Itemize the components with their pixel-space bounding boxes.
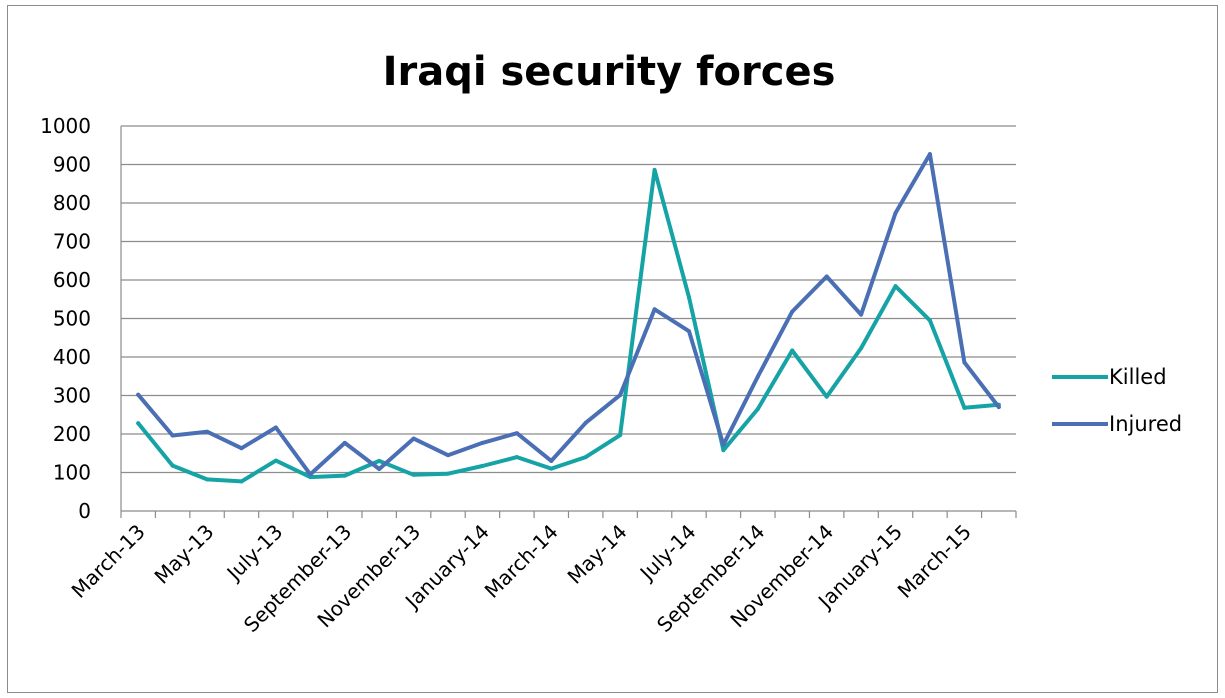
data-point-killed: [342, 473, 347, 478]
data-point-killed: [514, 455, 519, 460]
y-tick-label: 800: [53, 191, 91, 215]
data-point-injured: [686, 329, 691, 334]
x-tick-label: July-14: [634, 520, 701, 587]
data-point-injured: [136, 392, 141, 397]
data-point-killed: [893, 284, 898, 289]
data-point-killed: [446, 471, 451, 476]
x-tick-label: March-13: [67, 520, 150, 603]
data-point-killed: [790, 348, 795, 353]
data-point-killed: [583, 455, 588, 460]
series-line-killed: [136, 167, 1001, 484]
data-point-injured: [480, 440, 485, 445]
data-point-killed: [927, 318, 932, 323]
y-tick-label: 700: [53, 230, 91, 254]
data-point-injured: [377, 467, 382, 472]
data-point-killed: [962, 405, 967, 410]
x-tick-label: March-15: [893, 520, 976, 603]
data-point-injured: [342, 440, 347, 445]
y-tick-label: 600: [53, 268, 91, 292]
data-point-injured: [893, 211, 898, 216]
x-tick-label: May-14: [563, 520, 632, 589]
y-tick-label: 1000: [40, 114, 91, 138]
data-point-killed: [411, 472, 416, 477]
legend-label-injured: Injured: [1109, 412, 1182, 436]
data-point-killed: [618, 433, 623, 438]
y-tick-label: 200: [53, 422, 91, 446]
data-point-injured: [790, 309, 795, 314]
data-point-injured: [824, 274, 829, 279]
data-point-injured: [618, 393, 623, 398]
data-point-killed: [273, 458, 278, 463]
y-tick-label: 400: [53, 345, 91, 369]
y-tick-label: 300: [53, 384, 91, 408]
data-point-injured: [962, 360, 967, 365]
y-tick-label: 0: [78, 499, 91, 523]
data-point-killed: [859, 346, 864, 351]
data-point-injured: [273, 425, 278, 430]
chart-title: Iraqi security forces: [383, 49, 836, 95]
data-point-injured: [721, 442, 726, 447]
data-point-injured: [514, 431, 519, 436]
x-tick-label: May-13: [150, 520, 219, 589]
data-point-injured: [239, 446, 244, 451]
data-point-killed: [824, 394, 829, 399]
y-tick-label: 100: [53, 461, 91, 485]
data-point-killed: [755, 406, 760, 411]
series-line-injured: [136, 152, 1001, 477]
data-point-killed: [652, 167, 657, 172]
data-point-injured: [549, 458, 554, 463]
data-point-killed: [239, 479, 244, 484]
data-point-injured: [927, 152, 932, 157]
legend-label-killed: Killed: [1109, 365, 1167, 389]
data-point-injured: [583, 420, 588, 425]
data-point-killed: [480, 463, 485, 468]
data-point-killed: [205, 477, 210, 482]
data-point-killed: [136, 421, 141, 426]
data-point-injured: [652, 307, 657, 312]
data-point-killed: [549, 466, 554, 471]
y-tick-label: 500: [53, 307, 91, 331]
data-point-injured: [205, 429, 210, 434]
y-tick-label: 900: [53, 153, 91, 177]
data-point-killed: [686, 295, 691, 300]
data-point-injured: [996, 405, 1001, 410]
data-point-injured: [755, 374, 760, 379]
x-tick-label: July-13: [221, 520, 288, 587]
data-point-injured: [411, 436, 416, 441]
chart-frame: Iraqi security forces 0 100 200 300 400 500 60…: [7, 5, 1218, 693]
data-point-injured: [859, 312, 864, 317]
line-chart: Iraqi security forces 0 100 200 300 400 500 60…: [40, 49, 1182, 637]
data-point-killed: [377, 458, 382, 463]
data-point-killed: [170, 463, 175, 468]
data-point-killed: [721, 448, 726, 453]
data-point-injured: [170, 433, 175, 438]
x-tick-label: March-14: [480, 520, 563, 603]
data-point-injured: [308, 472, 313, 477]
data-point-injured: [446, 453, 451, 458]
